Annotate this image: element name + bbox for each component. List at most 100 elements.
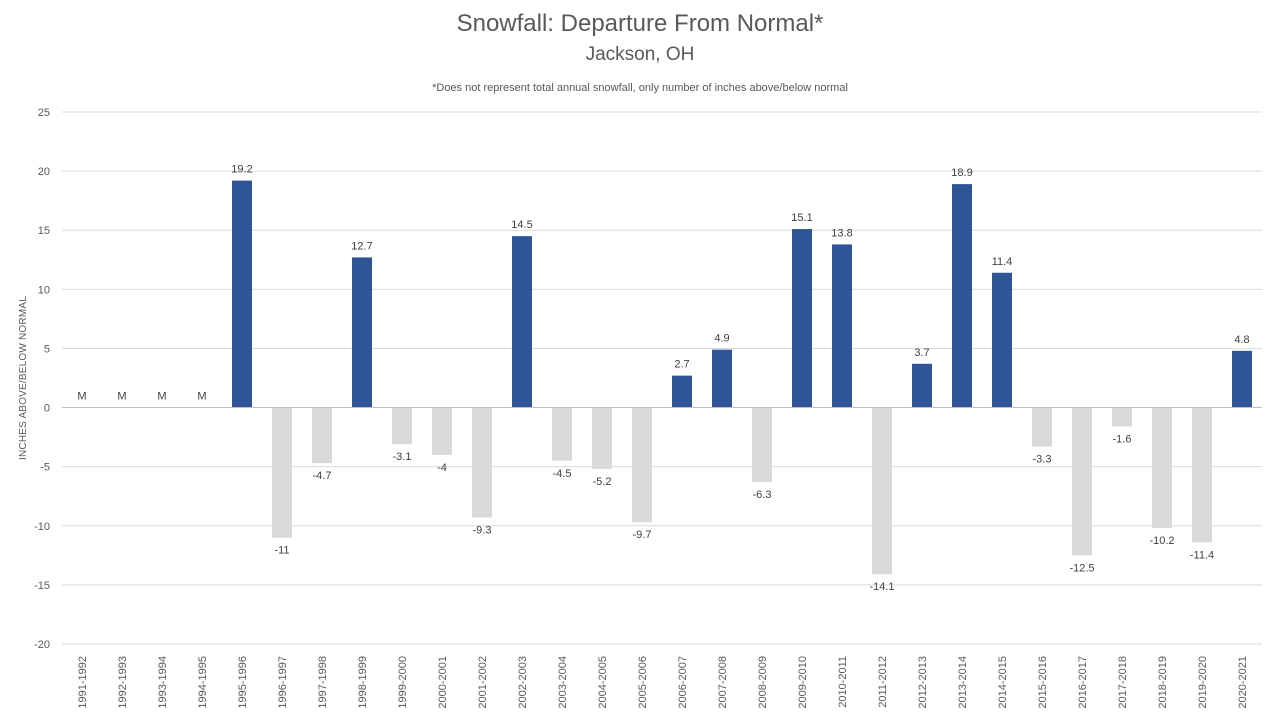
y-tick-label: 20 <box>38 166 50 178</box>
x-tick-label: 2002-2003 <box>517 656 529 709</box>
data-label: 3.7 <box>914 347 929 359</box>
bar <box>472 407 492 518</box>
data-label: 18.9 <box>951 167 972 179</box>
bar <box>912 363 932 408</box>
x-tick-label: 2004-2005 <box>597 656 609 709</box>
chart-title: Snowfall: Departure From Normal* <box>456 10 824 37</box>
data-label: -6.3 <box>753 489 772 501</box>
bar <box>1152 407 1172 529</box>
y-tick-label: 10 <box>38 284 50 296</box>
data-label: 19.2 <box>231 164 252 176</box>
x-tick-label: 2009-2010 <box>797 656 809 709</box>
data-label: 4.9 <box>714 333 729 345</box>
data-label: -3.3 <box>1033 454 1052 466</box>
data-label: -11 <box>274 545 289 557</box>
y-axis-label: INCHES ABOVE/BELOW NORMAL <box>18 296 29 460</box>
data-label: 14.5 <box>511 219 532 231</box>
bar <box>592 407 612 470</box>
data-label: -12.5 <box>1069 562 1094 574</box>
x-tick-label: 2020-2021 <box>1237 656 1249 709</box>
bar <box>992 272 1012 408</box>
x-tick-label: 2015-2016 <box>1037 656 1049 709</box>
data-label: 4.8 <box>1234 334 1249 346</box>
data-label: -3.1 <box>393 451 412 463</box>
data-label: 11.4 <box>992 256 1013 268</box>
x-tick-label: 1993-1994 <box>157 656 169 709</box>
bar <box>272 407 292 538</box>
bar <box>752 407 772 483</box>
x-tick-label: 2008-2009 <box>757 656 769 709</box>
data-label: -11.4 <box>1190 549 1214 561</box>
bar <box>632 407 652 523</box>
x-tick-label: 2016-2017 <box>1077 656 1089 709</box>
data-label: -1.6 <box>1113 433 1132 445</box>
x-tick-label: 2001-2002 <box>477 656 489 709</box>
data-label: 15.1 <box>791 212 812 224</box>
bar <box>552 407 572 461</box>
x-tick-label: 2011-2012 <box>877 656 889 708</box>
chart-subtitle: Jackson, OH <box>585 44 695 65</box>
bar <box>1072 407 1092 556</box>
bar <box>952 184 972 408</box>
bar <box>232 180 252 408</box>
y-tick-label: -5 <box>40 462 50 474</box>
bar <box>672 375 692 408</box>
x-tick-label: 2012-2013 <box>917 656 929 709</box>
bar <box>312 407 332 464</box>
x-tick-label: 2007-2008 <box>717 656 729 709</box>
bar <box>712 349 732 408</box>
x-tick-label: 2010-2011 <box>837 656 849 708</box>
missing-data-label: M <box>117 391 126 403</box>
x-tick-label: 1991-1992 <box>77 656 89 709</box>
y-tick-label: 15 <box>38 225 50 237</box>
bar <box>792 229 812 408</box>
x-tick-label: 2017-2018 <box>1117 656 1129 709</box>
bar <box>1232 350 1252 408</box>
y-tick-label: -20 <box>34 639 50 651</box>
x-tick-label: 2019-2020 <box>1197 656 1209 709</box>
y-tick-label: -10 <box>34 521 50 533</box>
x-tick-label: 1998-1999 <box>357 656 369 709</box>
x-tick-label: 1992-1993 <box>117 656 129 709</box>
missing-data-label: M <box>157 391 166 403</box>
bar <box>832 244 852 408</box>
bar <box>352 257 372 408</box>
bar <box>872 407 892 575</box>
data-label: -4 <box>437 462 447 474</box>
x-tick-label: 1999-2000 <box>397 656 409 709</box>
x-tick-label: 1994-1995 <box>197 656 209 709</box>
data-label: -9.3 <box>473 525 492 537</box>
data-label: -9.7 <box>633 529 652 541</box>
data-label: -4.5 <box>553 468 572 480</box>
x-tick-label: 2006-2007 <box>677 656 689 709</box>
x-tick-label: 2018-2019 <box>1157 656 1169 709</box>
x-tick-label: 1995-1996 <box>237 656 249 709</box>
data-label: 13.8 <box>831 227 852 239</box>
x-tick-label: 2005-2006 <box>637 656 649 709</box>
bar <box>392 407 412 445</box>
data-label: -14.1 <box>869 581 894 593</box>
bar <box>432 407 452 455</box>
x-tick-label: 1996-1997 <box>277 656 289 709</box>
bar <box>1192 407 1212 543</box>
x-tick-label: 2000-2001 <box>437 656 449 709</box>
missing-data-label: M <box>77 391 86 403</box>
data-label: 12.7 <box>351 240 372 252</box>
data-label: -10.2 <box>1149 535 1174 547</box>
missing-data-label: M <box>197 391 206 403</box>
y-tick-label: -15 <box>34 580 50 592</box>
bar <box>512 236 532 408</box>
y-tick-label: 0 <box>44 403 50 415</box>
data-label: -5.2 <box>593 476 612 488</box>
y-tick-label: 25 <box>38 107 50 119</box>
y-tick-label: 5 <box>44 343 50 355</box>
bar <box>1032 407 1052 447</box>
x-tick-label: 1997-1998 <box>317 656 329 709</box>
bar <box>1112 407 1132 427</box>
x-tick-label: 2003-2004 <box>557 656 569 709</box>
x-tick-label: 2013-2014 <box>957 656 969 709</box>
chart-note: *Does not represent total annual snowfal… <box>432 82 848 94</box>
data-label: 2.7 <box>674 359 689 371</box>
